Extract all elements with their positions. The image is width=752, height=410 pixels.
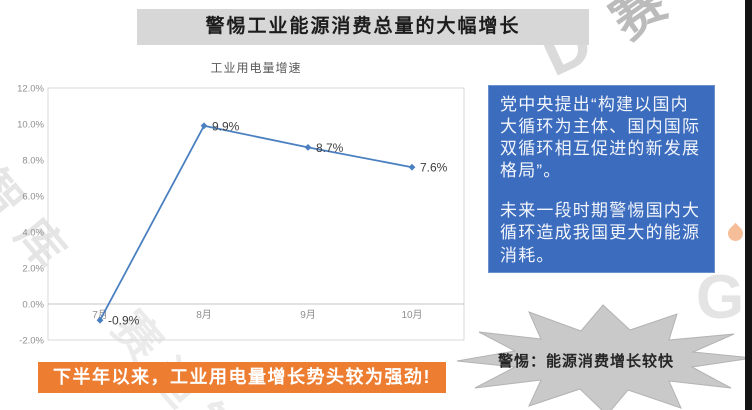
data-label: -0.9% — [108, 314, 140, 328]
series-line — [99, 124, 413, 321]
x-tick-label: 9月 — [300, 309, 316, 321]
x-tick-label: 10月 — [401, 309, 422, 321]
y-tick-label: 4.0% — [22, 228, 44, 239]
warning-starburst: 警惕：能源消费增长较快 — [455, 304, 752, 410]
y-tick-label: 0.0% — [22, 300, 44, 311]
y-tick-label: 2.0% — [22, 264, 44, 275]
ccid-logo-watermark — [724, 222, 747, 245]
y-tick-label: 10.0% — [17, 120, 44, 131]
y-tick-label: 8.0% — [22, 156, 44, 167]
starburst-shape — [456, 304, 752, 410]
data-point-marker — [304, 144, 312, 151]
page-title: 警惕工业能源消费总量的大幅增长 — [137, 9, 589, 45]
plot-border — [47, 87, 465, 341]
policy-paragraph: 党中央提出“构建以国内大循环为主体、国内国际双循环相互促进的新发展格局”。 — [500, 95, 701, 181]
line-chart: 工业用电量增速 12.0% 10.0% 8.0% 6.0% 4.0% 2.0% 0.0% -2… — [0, 55, 480, 355]
data-point-marker — [200, 122, 208, 130]
policy-paragraph: 未来一段时期警惕国内大循环造成我国更大的能源消耗。 — [500, 201, 701, 265]
data-point-marker — [96, 316, 104, 324]
data-label: 7.6% — [420, 161, 448, 175]
x-tick-label: 8月 — [196, 309, 212, 321]
watermark-text: 赛 — [601, 0, 677, 51]
right-edge-strip — [745, 0, 752, 410]
data-point-marker — [408, 163, 416, 171]
warning-text: 警惕：能源消费增长较快 — [497, 353, 674, 370]
conclusion-banner: 下半年以来，工业用电量增长势头较为强劲! — [38, 362, 446, 393]
y-tick-label: 6.0% — [22, 192, 44, 203]
data-label: 9.9% — [212, 119, 240, 133]
policy-note-box: 党中央提出“构建以国内大循环为主体、国内国际双循环相互促进的新发展格局”。 未来… — [488, 85, 715, 273]
y-tick-label: 12.0% — [17, 84, 44, 95]
chart-title: 工业用电量增速 — [210, 61, 302, 75]
data-label: 8.7% — [316, 141, 344, 155]
y-tick-label: -2.0% — [19, 336, 44, 347]
line-chart-svg: 12.0%10.0%8.0%6.0%4.0%2.0%0.0%-2.0%7月 8月 9… — [17, 84, 465, 347]
